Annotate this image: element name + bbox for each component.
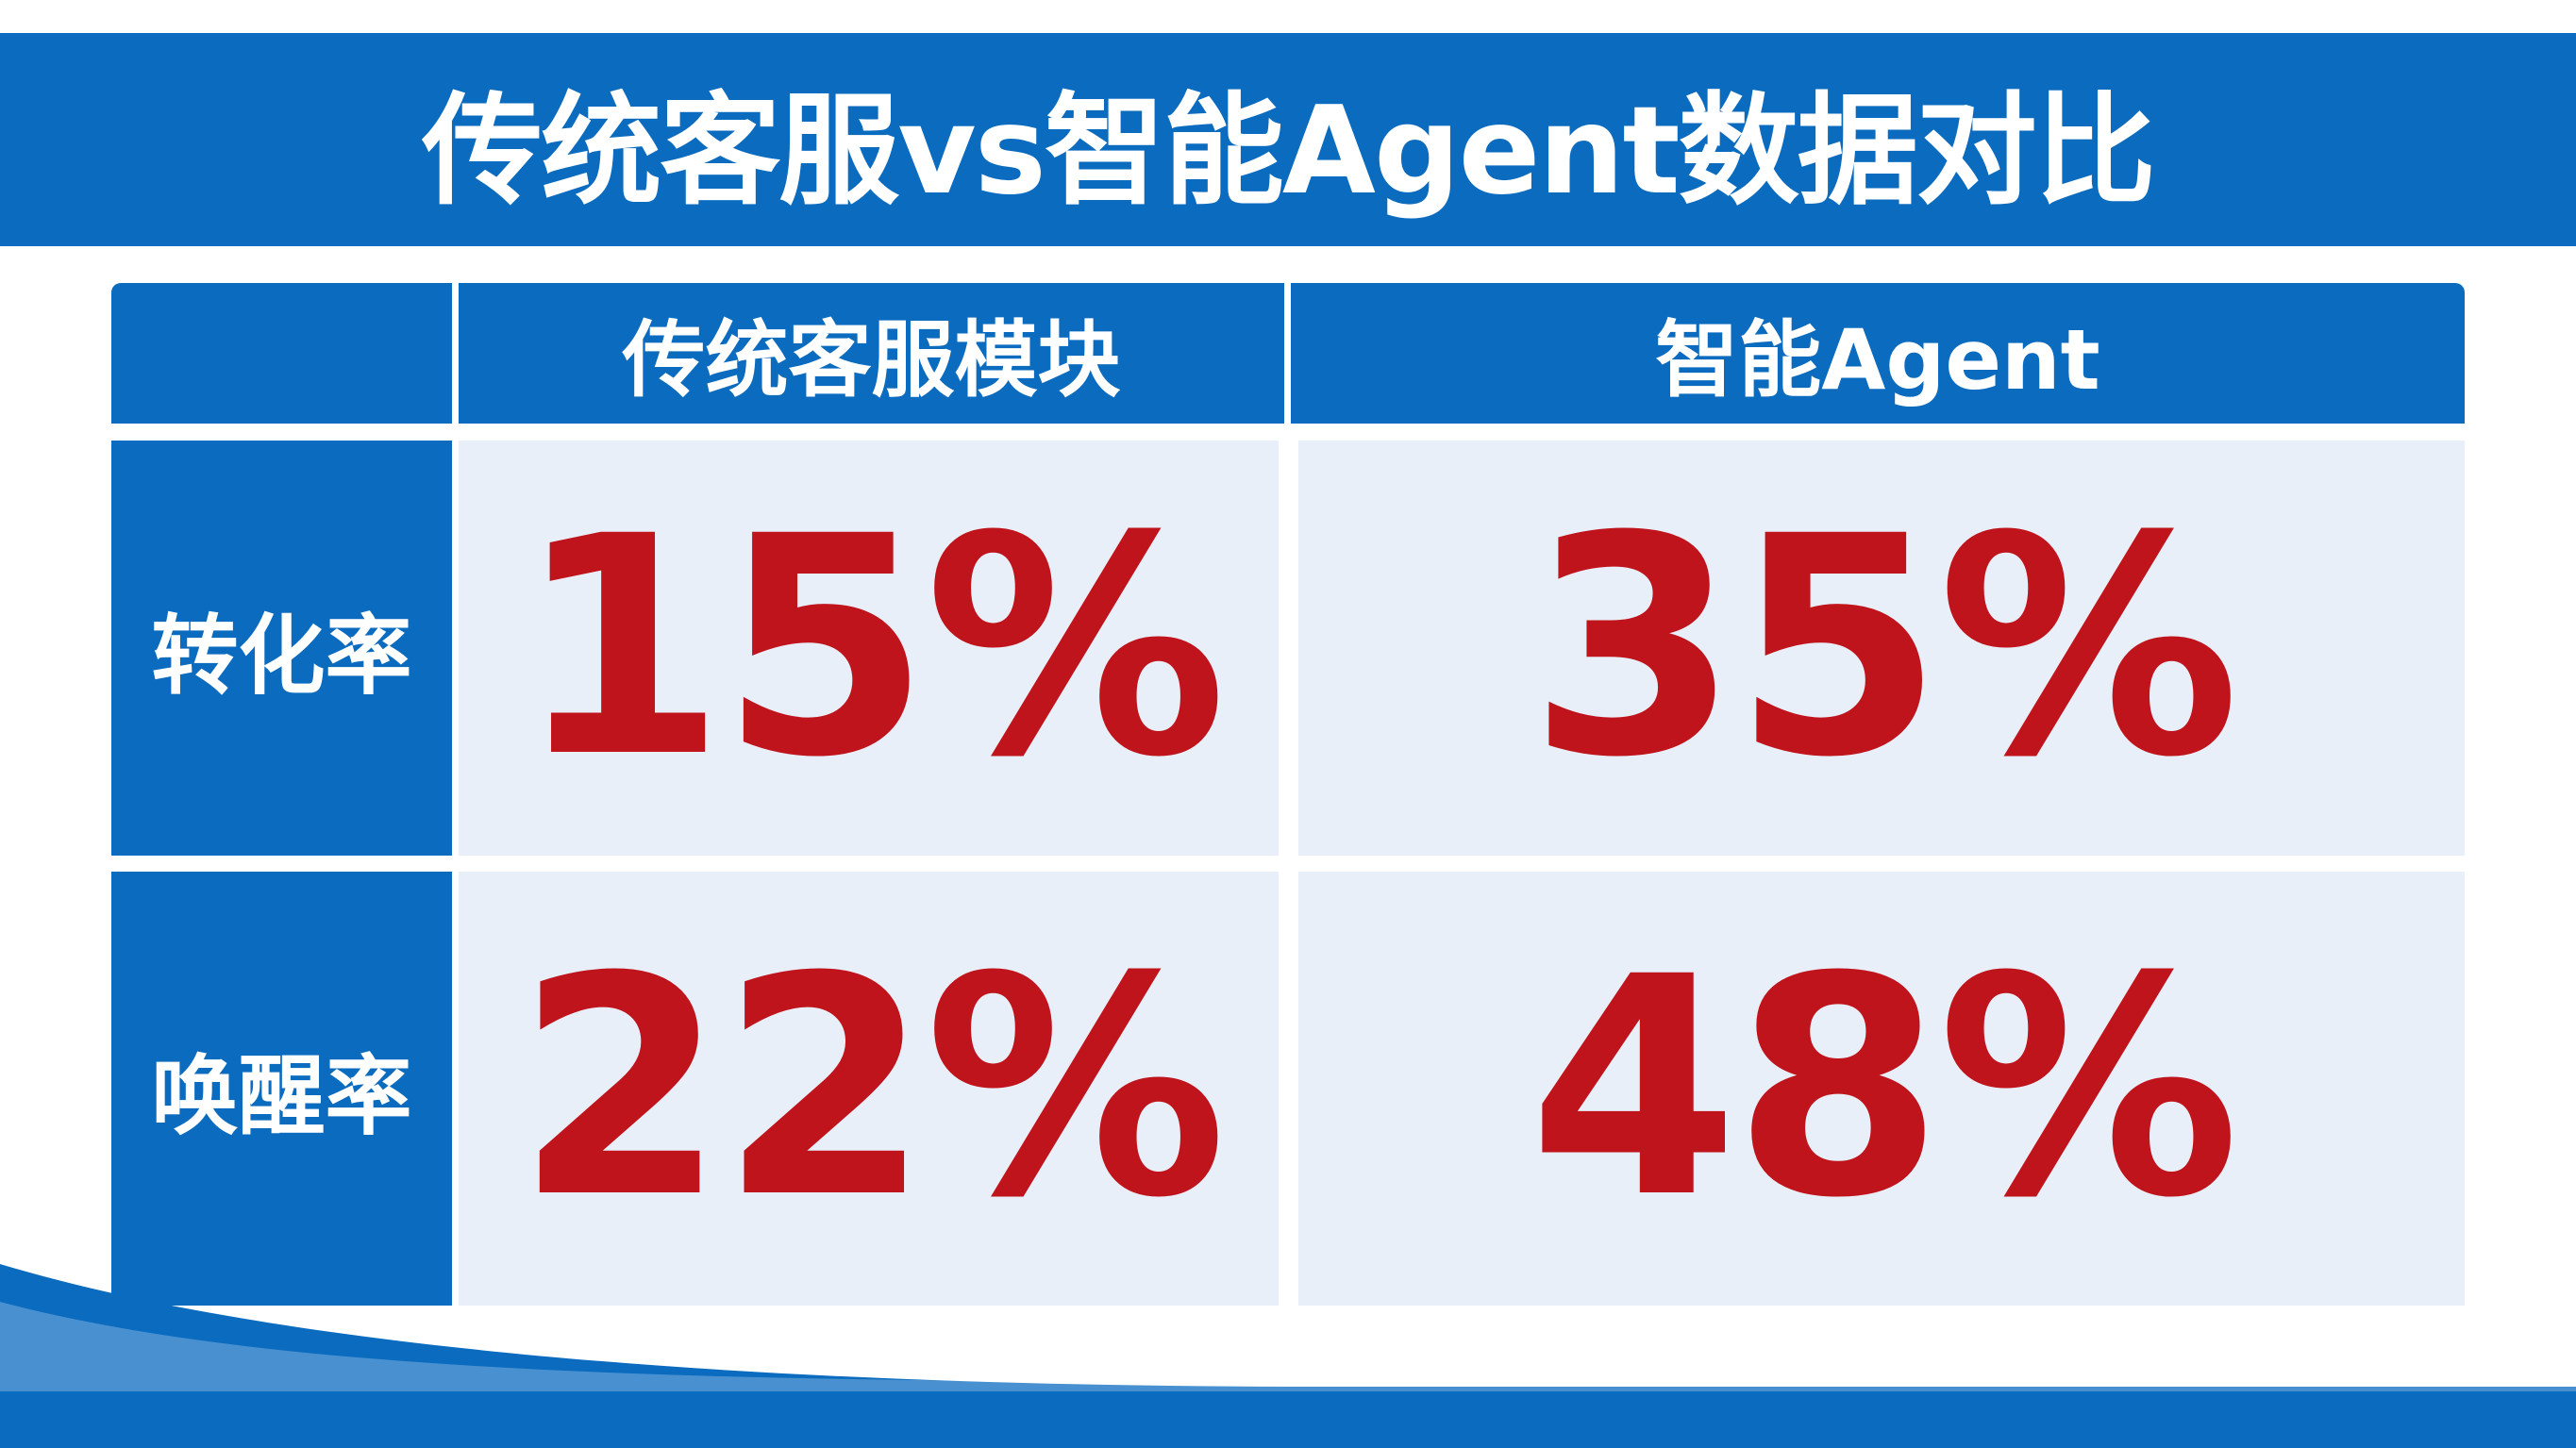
value-cell: 48% xyxy=(1298,872,2465,1306)
row-label: 唤醒率 xyxy=(111,872,452,1306)
title-band: 传统客服vs智能Agent数据对比 xyxy=(0,33,2576,246)
title: 传统客服vs智能Agent数据对比 xyxy=(422,80,2155,222)
header-cell: 智能Agent xyxy=(1291,283,2465,424)
row-label: 转化率 xyxy=(111,441,452,856)
header-corner xyxy=(111,283,452,424)
header-cell: 传统客服模块 xyxy=(459,283,1284,424)
bottom-swoosh xyxy=(0,1264,2576,1448)
value-cell: 35% xyxy=(1298,441,2465,856)
value-cell: 22% xyxy=(459,872,1279,1306)
value-cell: 15% xyxy=(459,441,1279,856)
